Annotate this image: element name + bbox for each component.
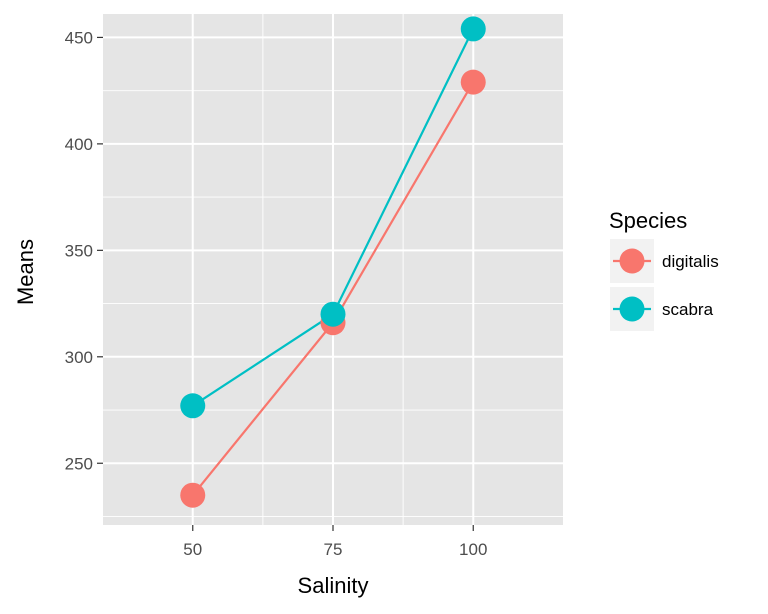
data-point-digitalis [180,482,206,508]
series-points [180,16,486,508]
data-point-scabra [460,16,486,42]
legend-title: Species [609,208,687,233]
x-axis: 50 75 100 [183,525,487,559]
data-point-scabra [180,393,206,419]
y-tick-label: 400 [65,135,93,154]
x-tick-label: 50 [183,540,202,559]
data-point-scabra [320,301,346,327]
y-tick-label: 300 [65,348,93,367]
x-tick-label: 100 [459,540,487,559]
data-point-digitalis [460,69,486,95]
y-axis-title: Means [13,239,38,305]
legend: Species digitalis scabra [609,208,719,331]
y-tick-label: 350 [65,241,93,260]
y-axis: 250 300 350 400 450 [65,28,103,473]
y-tick-label: 250 [65,454,93,473]
x-axis-title: Salinity [298,573,369,598]
legend-label: scabra [662,300,714,319]
legend-key-point [619,296,645,322]
legend-key-point [619,248,645,274]
major-gridlines [103,14,563,525]
x-tick-label: 75 [324,540,343,559]
y-tick-label: 450 [65,28,93,47]
legend-label: digitalis [662,252,719,271]
